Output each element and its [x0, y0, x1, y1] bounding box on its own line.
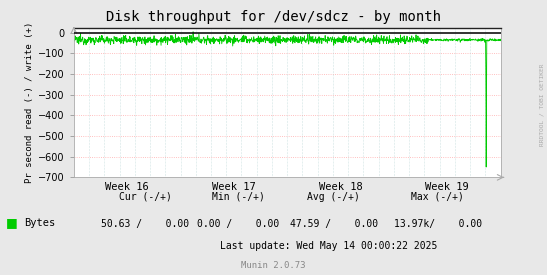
Text: Munin 2.0.73: Munin 2.0.73 — [241, 261, 306, 270]
Text: Disk throughput for /dev/sdcz - by month: Disk throughput for /dev/sdcz - by month — [106, 10, 441, 24]
Text: 0.00 /    0.00: 0.00 / 0.00 — [197, 219, 279, 229]
Text: Avg (-/+): Avg (-/+) — [307, 192, 360, 202]
Text: Max (-/+): Max (-/+) — [411, 192, 464, 202]
Text: Min (-/+): Min (-/+) — [212, 192, 264, 202]
Y-axis label: Pr second read (-) / write (+): Pr second read (-) / write (+) — [25, 22, 34, 183]
Text: Cur (-/+): Cur (-/+) — [119, 192, 171, 202]
Text: Bytes: Bytes — [25, 218, 56, 228]
Text: 13.97k/    0.00: 13.97k/ 0.00 — [393, 219, 482, 229]
Text: ■: ■ — [5, 216, 17, 229]
Text: Last update: Wed May 14 00:00:22 2025: Last update: Wed May 14 00:00:22 2025 — [219, 241, 437, 251]
Text: 47.59 /    0.00: 47.59 / 0.00 — [289, 219, 378, 229]
Text: RRDTOOL / TOBI OETIKER: RRDTOOL / TOBI OETIKER — [539, 63, 544, 146]
Text: 50.63 /    0.00: 50.63 / 0.00 — [101, 219, 189, 229]
